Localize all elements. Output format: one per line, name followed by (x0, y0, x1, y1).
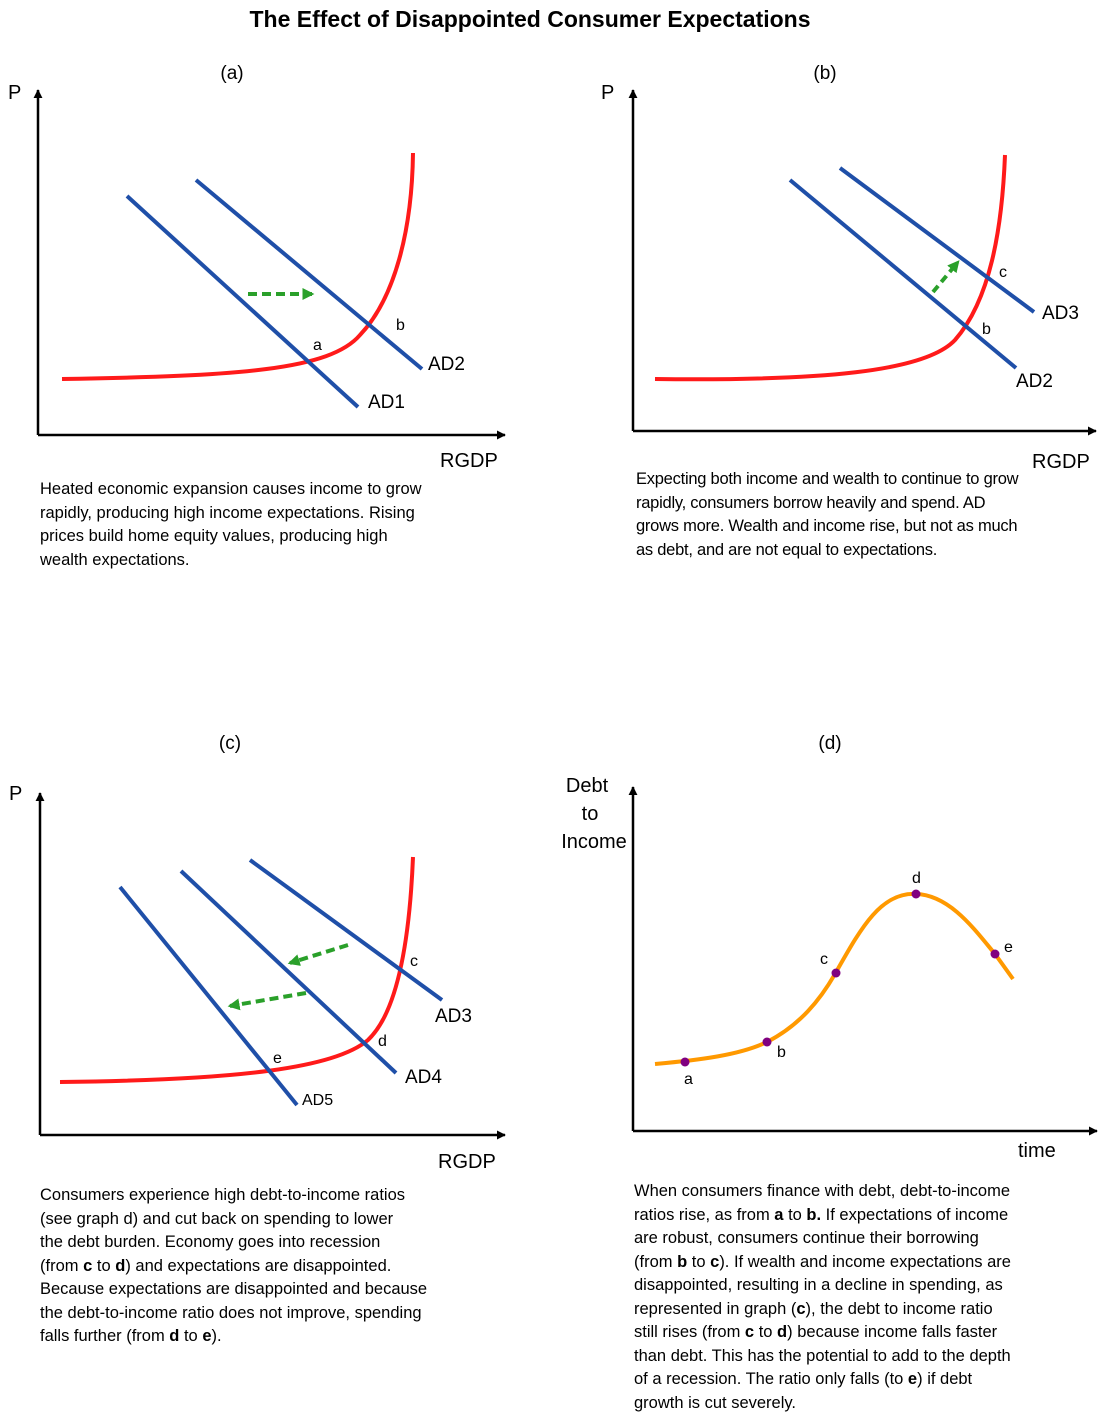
caption-bold-text: d (777, 1323, 788, 1341)
caption-text: Heated economic expansion causes income … (40, 480, 422, 569)
caption-text: ). (211, 1327, 222, 1345)
caption-bold-text: c (744, 1323, 755, 1341)
caption-bold-text: b. (806, 1205, 822, 1224)
caption-text: to (92, 1256, 116, 1275)
panel-b-ad2-line (788, 178, 1018, 370)
panel-a-point-a-label: a (313, 337, 322, 354)
caption-text: ) and expectations are disappointed. Bec… (40, 1256, 428, 1346)
panel-c-ad3-line (248, 858, 444, 1002)
panel-c-y-label: P (9, 783, 22, 805)
panel-b-ad2-label: AD2 (1016, 371, 1053, 392)
figure-title: The Effect of Disappointed Consumer Expe… (249, 6, 810, 32)
panel-c-ad5-label: AD5 (302, 1092, 333, 1109)
panel-c-point-d-label: d (378, 1033, 387, 1050)
caption-bold-text: c (83, 1256, 93, 1275)
caption-bold-text: e (907, 1370, 918, 1388)
caption-text: Consumers experience high debt-to-income… (40, 1186, 406, 1275)
panel-c-point-e-label: e (273, 1050, 282, 1067)
panel-d: (d) Debt to Income time a b c d e (561, 733, 1098, 1162)
caption-text: ) if debt growth is cut severely. (634, 1370, 973, 1412)
caption-text: to (179, 1327, 203, 1345)
caption-bold-text: d (115, 1256, 126, 1275)
panel-c: (c) P RGDP AD3 AD4 AD5 c d e (9, 733, 506, 1173)
panel-b: (b) P RGDP AD3 AD2 b c (601, 63, 1097, 473)
caption-bold-text: a (774, 1205, 784, 1224)
panel-b-point-c-label: c (999, 264, 1007, 281)
caption-text: to (754, 1323, 778, 1341)
panel-d-y-label-line2: to (582, 803, 599, 825)
panel-b-label: (b) (813, 63, 836, 84)
caption-bold-text: d (169, 1327, 180, 1345)
panel-c-ad4-line (179, 869, 398, 1075)
panel-d-point-a-label: a (684, 1071, 693, 1088)
panel-c-ad4-label: AD4 (405, 1067, 442, 1088)
panel-c-label: (c) (219, 733, 241, 754)
panel-d-point-c (831, 968, 841, 978)
panel-a-ad2-label: AD2 (428, 354, 465, 375)
panel-c-x-label: RGDP (438, 1151, 496, 1173)
panel-d-caption: When consumers finance with debt, debt-t… (634, 1180, 1100, 1415)
panel-d-point-d (911, 889, 921, 899)
panel-b-supply-curve (654, 154, 1007, 382)
panel-d-point-b-label: b (777, 1044, 786, 1061)
caption-text: to (687, 1252, 711, 1271)
panel-b-ad3-line (838, 166, 1036, 314)
panel-c-ad5-line (118, 885, 299, 1107)
panel-c-point-c-label: c (410, 953, 418, 970)
panel-d-point-b (762, 1037, 772, 1047)
panel-c-shift-arrow-2 (227, 991, 307, 1011)
caption-text: ) because income falls faster than debt.… (634, 1323, 1011, 1388)
panel-c-caption: Consumers experience high debt-to-income… (40, 1184, 510, 1349)
panel-a-ad1-line (125, 194, 360, 409)
panel-a-ad2-line (194, 178, 424, 371)
panel-a-supply-curve (61, 152, 415, 381)
caption-text: to (783, 1205, 807, 1224)
caption-text: Expecting both income and wealth to cont… (636, 470, 1019, 559)
panel-c-supply-curve (59, 856, 415, 1084)
panel-a-ad1-label: AD1 (368, 392, 405, 413)
panel-a-caption: Heated economic expansion causes income … (40, 478, 510, 572)
caption-text: ). If wealth and income expectations are… (634, 1252, 1011, 1318)
panel-a-point-b-label: b (396, 317, 405, 334)
caption-text: ), the debt to income ratio still rises … (634, 1299, 993, 1342)
panel-d-point-a (680, 1057, 690, 1067)
panel-d-x-label: time (1018, 1140, 1056, 1162)
panel-d-label: (d) (818, 733, 841, 754)
panel-b-y-label: P (601, 82, 614, 104)
panel-a-y-label: P (8, 82, 21, 104)
panel-d-point-e-label: e (1004, 939, 1013, 956)
panel-d-y-label-line3: Income (561, 831, 627, 853)
caption-bold-text: c (710, 1252, 720, 1271)
panel-b-shift-arrow (931, 260, 960, 294)
panel-d-point-e (990, 949, 1000, 959)
caption-bold-text: b (677, 1252, 688, 1271)
panel-a-x-label: RGDP (440, 450, 498, 472)
panel-b-ad3-label: AD3 (1042, 303, 1079, 324)
panel-d-point-d-label: d (912, 870, 921, 887)
panel-c-shift-arrow-1 (287, 943, 349, 966)
panel-b-x-label: RGDP (1032, 451, 1090, 473)
caption-text: If expectations of income are robust, co… (634, 1205, 1009, 1271)
panel-a: (a) P RGDP AD1 AD2 a b (8, 63, 506, 472)
panel-d-point-c-label: c (820, 951, 828, 968)
panel-b-point-b-label: b (982, 321, 991, 338)
panel-c-ad3-label: AD3 (435, 1006, 472, 1027)
caption-bold-text: e (202, 1327, 212, 1345)
panel-d-y-label-line1: Debt (566, 775, 609, 797)
panel-a-label: (a) (220, 63, 243, 84)
caption-bold-text: c (796, 1299, 806, 1318)
caption-text: When consumers finance with debt, debt-t… (634, 1182, 1011, 1224)
panel-d-ratio-curve (654, 891, 1015, 1066)
panel-b-caption: Expecting both income and wealth to cont… (636, 468, 1102, 562)
